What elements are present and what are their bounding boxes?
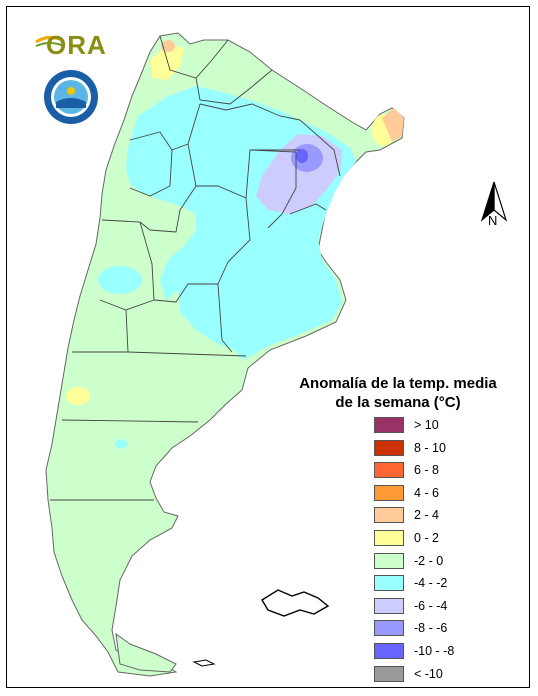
legend-swatch (374, 665, 404, 682)
anomaly-zone-yellow-south (66, 387, 90, 405)
anomaly-zone-peach-east (382, 108, 404, 142)
anomaly-zone-yellow-northwest (150, 44, 184, 80)
ora-swoosh-icon (35, 35, 65, 47)
legend-swatch (374, 462, 404, 479)
legend-swatch (374, 439, 404, 456)
tierra-del-fuego (115, 632, 177, 673)
isla-de-los-estados (192, 659, 216, 667)
legend-label: > 10 (414, 418, 439, 432)
islas-malvinas (261, 589, 330, 617)
legend-swatch (374, 597, 404, 614)
legend-swatch (374, 484, 404, 501)
legend-label: -10 - -8 (414, 643, 455, 658)
anomaly-zone-cyan-west (98, 266, 142, 294)
legend-label: 8 - 10 (414, 440, 446, 455)
smn-logo (42, 68, 100, 126)
smn-seal-icon (44, 70, 98, 124)
anomaly-zone-peach-northwest (161, 40, 175, 52)
legend-label: < -10 (414, 666, 443, 681)
legend-title-line-1: Anomalía de la temp. media (299, 375, 497, 392)
legend-label: 2 - 4 (414, 508, 440, 523)
legend-swatch (374, 529, 404, 546)
legend-label: 0 - 2 (414, 530, 440, 545)
legend-swatch (374, 620, 404, 637)
legend-swatch (374, 575, 404, 592)
legend-label: -4 - -2 (414, 576, 448, 591)
province-borders (50, 35, 341, 501)
legend-swatch (374, 417, 404, 433)
legend-title-line-2: de la semana (°C) (335, 394, 461, 411)
ora-logo-text: ORA (46, 30, 107, 60)
legend-label: -6 - -4 (414, 598, 448, 613)
legend-swatch (374, 507, 404, 524)
north-label: N (488, 213, 498, 228)
legend-label: 4 - 6 (414, 485, 440, 500)
anomaly-zone-cyan-south (115, 439, 127, 449)
legend-label: 6 - 8 (414, 463, 440, 478)
legend-swatch (374, 552, 404, 569)
legend-title: Anomalía de la temp. media de la semana … (298, 374, 498, 412)
legend-label: -2 - 0 (414, 553, 444, 568)
north-arrow-icon (480, 181, 508, 222)
legend-swatch (374, 642, 404, 659)
anomaly-zone-blue (296, 149, 308, 163)
legend-label: -8 - -6 (414, 621, 448, 636)
ora-logo: ORA (34, 30, 107, 60)
